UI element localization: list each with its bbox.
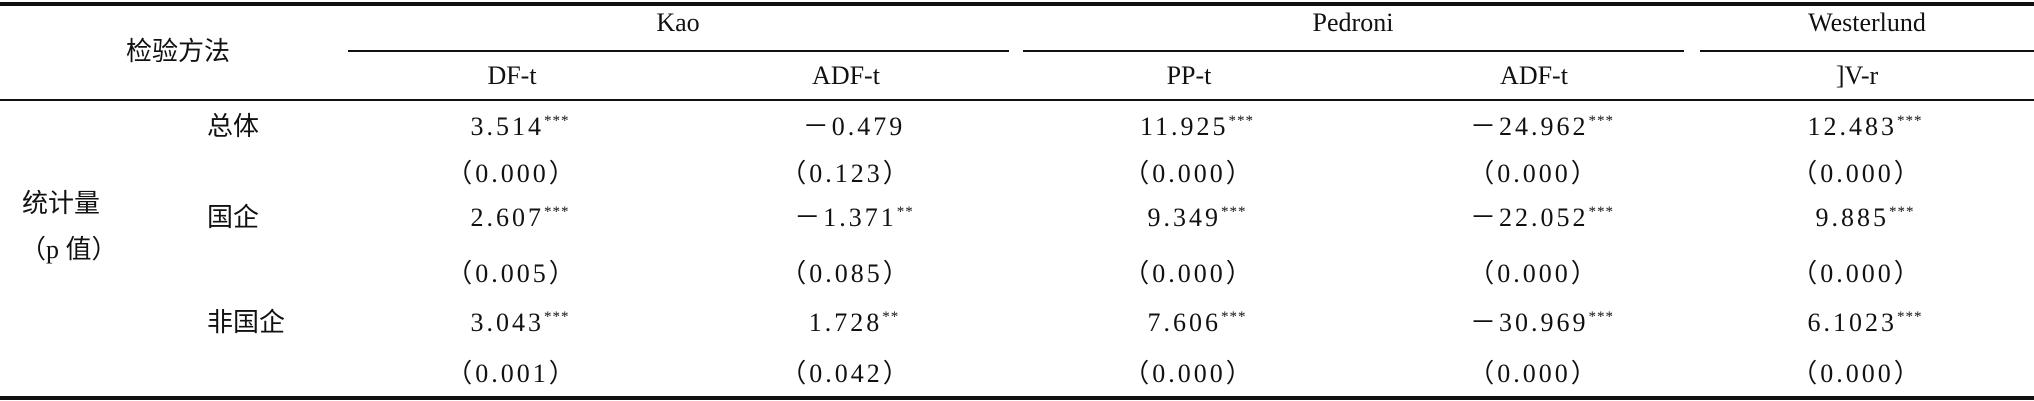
value: 9.885 bbox=[1815, 203, 1889, 232]
significance: *** bbox=[544, 204, 570, 220]
p-value: （0.001） bbox=[446, 359, 578, 388]
p-value: （0.000） bbox=[1791, 359, 1923, 388]
value-cell: 7.606*** bbox=[1148, 310, 1247, 336]
row-label: 统计量 bbox=[22, 189, 101, 218]
group-label: 总体 bbox=[207, 112, 260, 141]
group-rule bbox=[348, 50, 1009, 52]
value-cell: －22.052*** bbox=[1470, 205, 1614, 231]
value-cell: 1.728** bbox=[809, 310, 900, 336]
p-value: （0.085） bbox=[780, 259, 912, 288]
group-label: 国企 bbox=[207, 203, 260, 232]
p-value: （0.005） bbox=[446, 259, 578, 288]
p-value: （0.000） bbox=[1468, 159, 1600, 188]
significance: *** bbox=[1588, 309, 1615, 325]
method-header: 检验方法 bbox=[125, 37, 231, 66]
value-cell: 2.607*** bbox=[471, 205, 570, 231]
value: 3.514 bbox=[470, 112, 544, 141]
significance: *** bbox=[1221, 309, 1247, 325]
p-value: （0.000） bbox=[1123, 259, 1255, 288]
value-cell: －1.371** bbox=[794, 205, 914, 231]
value: －0.479 bbox=[802, 112, 906, 141]
column-header: PP-t bbox=[1166, 61, 1212, 90]
column-header: ]V-r bbox=[1835, 61, 1879, 90]
p-value: （0.000） bbox=[1123, 359, 1255, 388]
bottom-rule bbox=[0, 396, 2034, 400]
value-cell: 9.885*** bbox=[1816, 205, 1915, 231]
value-cell: 9.349*** bbox=[1148, 205, 1247, 231]
p-value: （0.000） bbox=[1468, 259, 1600, 288]
column-header: ADF-t bbox=[812, 61, 880, 90]
significance: *** bbox=[1889, 204, 1915, 220]
value-cell: 11.925*** bbox=[1140, 114, 1254, 140]
value: 2.607 bbox=[470, 203, 544, 232]
significance: *** bbox=[1588, 204, 1615, 220]
significance: *** bbox=[1897, 309, 1923, 325]
value: －30.969 bbox=[1469, 308, 1589, 337]
p-value: （0.000） bbox=[1791, 159, 1923, 188]
value: 3.043 bbox=[470, 308, 544, 337]
group-label: 非国企 bbox=[207, 308, 286, 337]
p-value: （0.042） bbox=[780, 359, 912, 388]
value: 12.483 bbox=[1807, 112, 1897, 141]
significance: ** bbox=[896, 204, 914, 220]
p-value: （0.000） bbox=[1123, 159, 1255, 188]
significance: *** bbox=[544, 309, 570, 325]
value-cell: －30.969*** bbox=[1470, 310, 1614, 336]
significance: *** bbox=[1221, 204, 1247, 220]
p-value: （0.123） bbox=[780, 159, 912, 188]
significance: ** bbox=[882, 309, 900, 325]
column-header: DF-t bbox=[487, 61, 537, 90]
top-rule bbox=[0, 2, 2034, 6]
significance: *** bbox=[1588, 113, 1615, 129]
value: 6.1023 bbox=[1807, 308, 1897, 337]
value-cell: －0.479 bbox=[803, 114, 906, 140]
significance: *** bbox=[544, 113, 570, 129]
group-rule bbox=[1023, 50, 1684, 52]
group-header: Kao bbox=[656, 8, 700, 37]
p-value: （0.000） bbox=[446, 159, 578, 188]
header-rule bbox=[0, 99, 2034, 101]
value: －24.962 bbox=[1469, 112, 1589, 141]
group-header: Westerlund bbox=[1808, 8, 1926, 37]
value: －22.052 bbox=[1469, 203, 1589, 232]
p-value: （0.000） bbox=[1791, 259, 1923, 288]
p-value: （0.000） bbox=[1468, 359, 1600, 388]
value: 9.349 bbox=[1147, 203, 1221, 232]
value-cell: 12.483*** bbox=[1808, 114, 1923, 140]
group-header: Pedroni bbox=[1312, 8, 1394, 37]
column-header: ADF-t bbox=[1500, 61, 1568, 90]
value-cell: 3.514*** bbox=[471, 114, 570, 140]
value: 1.728 bbox=[808, 308, 883, 337]
significance: *** bbox=[1897, 113, 1923, 129]
value-cell: 6.1023*** bbox=[1808, 310, 1923, 336]
row-label: （p 值） bbox=[20, 235, 118, 264]
value: 11.925 bbox=[1139, 112, 1229, 141]
value: 7.606 bbox=[1147, 308, 1221, 337]
significance: *** bbox=[1228, 113, 1255, 129]
value: －1.371 bbox=[794, 203, 897, 232]
value-cell: 3.043*** bbox=[471, 310, 570, 336]
value-cell: －24.962*** bbox=[1470, 114, 1614, 140]
group-rule bbox=[1700, 50, 2034, 52]
